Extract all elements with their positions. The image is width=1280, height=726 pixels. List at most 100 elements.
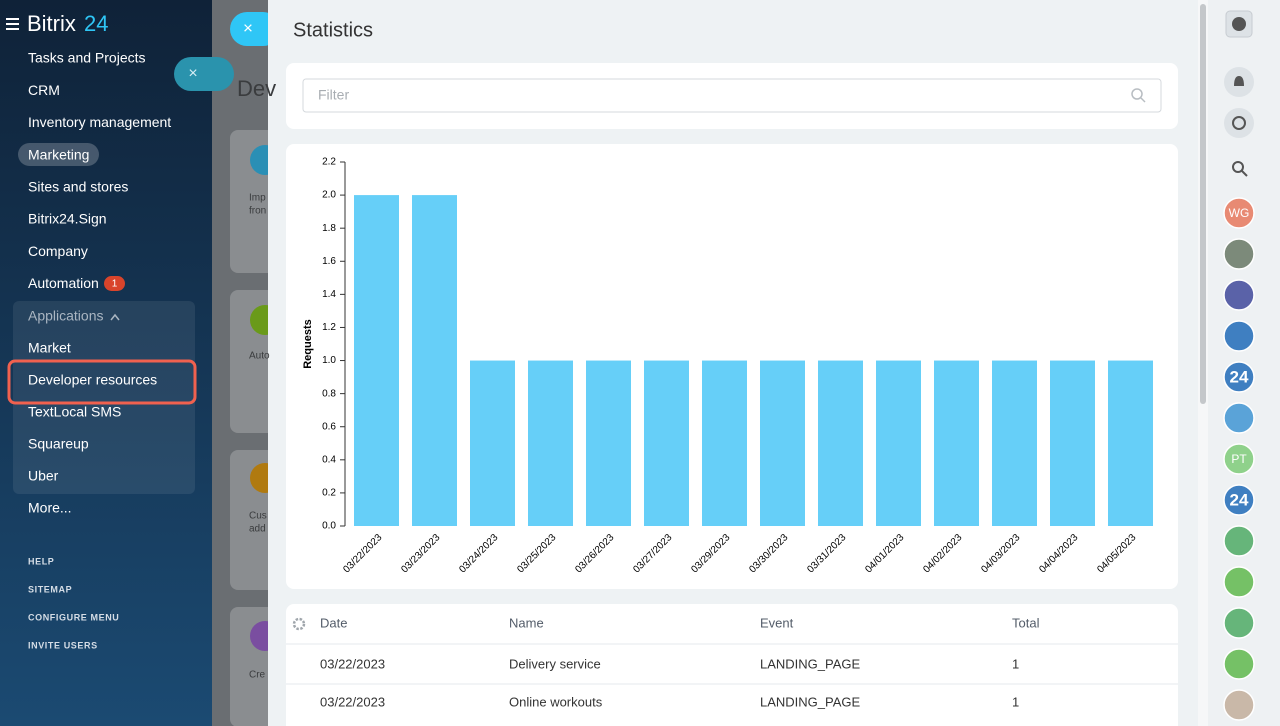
scrollbar-thumb[interactable] xyxy=(1200,4,1206,404)
bar xyxy=(934,360,979,526)
footer-link[interactable]: HELP xyxy=(28,556,54,566)
bar xyxy=(470,360,515,526)
highlight-box xyxy=(7,359,197,405)
bar xyxy=(992,360,1037,526)
avatar[interactable] xyxy=(1223,607,1255,639)
avatar[interactable] xyxy=(1223,648,1255,680)
bar xyxy=(1108,360,1153,526)
y-tick-label: 1.2 xyxy=(322,322,336,333)
bar xyxy=(760,360,805,526)
column-header[interactable]: Event xyxy=(760,615,794,630)
y-axis-label: Requests xyxy=(302,319,314,369)
search-icon xyxy=(1241,170,1248,177)
tool-button[interactable] xyxy=(1224,108,1254,138)
logo-number: 24 xyxy=(84,11,108,36)
table-cell: 03/22/2023 xyxy=(320,694,385,709)
chevron xyxy=(110,313,120,321)
active-pill xyxy=(18,143,99,166)
avatar[interactable] xyxy=(1223,689,1255,721)
bar xyxy=(818,360,863,526)
y-tick-label: 0.8 xyxy=(322,388,336,399)
avatar[interactable] xyxy=(1223,197,1255,229)
avatar-label: WG xyxy=(1229,206,1250,220)
sidebar xyxy=(0,0,212,726)
bar xyxy=(876,360,921,526)
close-button[interactable] xyxy=(230,12,280,46)
help-icon xyxy=(1232,17,1246,31)
column-header[interactable]: Date xyxy=(320,615,347,630)
bar xyxy=(1050,360,1095,526)
y-tick-label: 1.0 xyxy=(322,355,336,366)
avatar[interactable] xyxy=(1223,443,1255,475)
apps-header[interactable]: Applications xyxy=(28,308,104,324)
table-cell: Online workouts xyxy=(509,694,603,709)
y-tick-label: 0.0 xyxy=(322,521,336,532)
table-cell: 1 xyxy=(1012,656,1019,671)
avatar[interactable] xyxy=(1223,238,1255,270)
close-button-back[interactable] xyxy=(174,57,234,91)
search-icon xyxy=(1232,161,1244,173)
settings-icon[interactable] xyxy=(292,617,306,631)
avatar-label: PT xyxy=(1231,452,1247,466)
menu-item[interactable]: Automation xyxy=(28,275,99,291)
avatar[interactable] xyxy=(1223,484,1255,516)
avatar[interactable] xyxy=(1223,566,1255,598)
bar xyxy=(702,360,747,526)
menu-item[interactable]: Market xyxy=(28,340,71,356)
menu-item[interactable]: Inventory management xyxy=(28,114,171,130)
menu-item[interactable]: Sites and stores xyxy=(28,179,128,195)
y-tick-label: 2.2 xyxy=(322,157,336,168)
menu-item[interactable]: CRM xyxy=(28,82,60,98)
menu-item[interactable]: Squareup xyxy=(28,436,89,452)
menu-item[interactable]: Tasks and Projects xyxy=(28,50,146,66)
menu-item[interactable]: Marketing xyxy=(28,146,89,162)
avatar[interactable] xyxy=(1223,361,1255,393)
bell-icon xyxy=(1234,76,1244,86)
y-tick-label: 0.6 xyxy=(322,421,336,432)
avatar-label: 24 xyxy=(1230,367,1249,386)
column-header[interactable]: Total xyxy=(1012,615,1040,630)
bg-card-text: add xyxy=(249,524,266,535)
footer-link[interactable]: INVITE USERS xyxy=(28,640,98,650)
search-icon xyxy=(1131,88,1143,100)
bg-card-text: Cus xyxy=(249,511,267,522)
y-tick-label: 1.8 xyxy=(322,223,336,234)
more-link[interactable]: More... xyxy=(28,500,72,516)
apps-group xyxy=(13,301,195,494)
bar xyxy=(644,360,689,526)
bg-card-text: Cre xyxy=(249,670,266,681)
y-tick-label: 0.2 xyxy=(322,488,336,499)
bar xyxy=(354,195,399,526)
menu-item[interactable]: Uber xyxy=(28,468,59,484)
menu-icon xyxy=(6,18,19,30)
menu-item[interactable]: TextLocal SMS xyxy=(28,404,121,420)
table-cell: LANDING_PAGE xyxy=(760,694,861,709)
footer-link[interactable]: SITEMAP xyxy=(28,584,72,594)
badge-count: 1 xyxy=(112,279,118,290)
menu-item[interactable]: Developer resources xyxy=(28,372,157,388)
y-tick-label: 0.4 xyxy=(322,454,336,465)
avatar[interactable] xyxy=(1223,402,1255,434)
avatar[interactable] xyxy=(1223,279,1255,311)
bg-heading: Dev xyxy=(237,76,276,101)
menu-item[interactable]: Company xyxy=(28,243,88,259)
y-tick-label: 2.0 xyxy=(322,190,336,201)
menu-item[interactable]: Bitrix24.Sign xyxy=(28,211,107,227)
close-icon: × xyxy=(243,18,253,37)
logo: Bitrix xyxy=(27,11,76,36)
avatar[interactable] xyxy=(1223,320,1255,352)
bg-card-text: Imp xyxy=(249,193,266,204)
table-cell: Delivery service xyxy=(509,656,601,671)
panel-title: Statistics xyxy=(293,19,373,41)
y-tick-label: 1.6 xyxy=(322,256,336,267)
avatar[interactable] xyxy=(1223,525,1255,557)
table-card xyxy=(286,604,1178,726)
badge xyxy=(104,276,125,291)
column-header[interactable]: Name xyxy=(509,615,544,630)
footer-link[interactable]: CONFIGURE MENU xyxy=(28,612,119,622)
filter-placeholder: Filter xyxy=(318,87,349,103)
close-icon: × xyxy=(188,65,197,82)
bar xyxy=(412,195,457,526)
filter-input[interactable] xyxy=(302,78,1162,113)
